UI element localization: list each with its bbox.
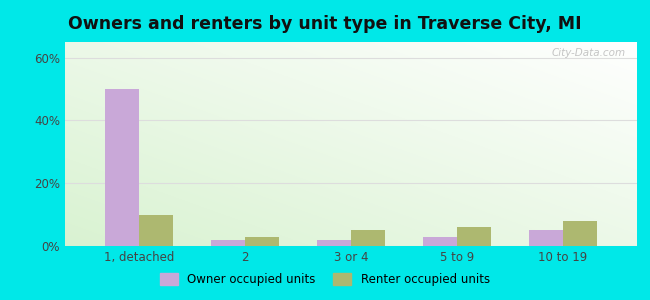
- Bar: [245, 237, 279, 246]
- Bar: [105, 89, 139, 246]
- Bar: [211, 240, 245, 246]
- Bar: [317, 240, 351, 246]
- Legend: Owner occupied units, Renter occupied units: Owner occupied units, Renter occupied un…: [155, 268, 495, 291]
- Bar: [139, 214, 173, 246]
- Text: Owners and renters by unit type in Traverse City, MI: Owners and renters by unit type in Trave…: [68, 15, 582, 33]
- Text: City-Data.com: City-Data.com: [551, 48, 625, 58]
- Bar: [563, 221, 597, 246]
- Bar: [423, 237, 457, 246]
- Bar: [457, 227, 491, 246]
- Bar: [529, 230, 563, 246]
- Bar: [351, 230, 385, 246]
